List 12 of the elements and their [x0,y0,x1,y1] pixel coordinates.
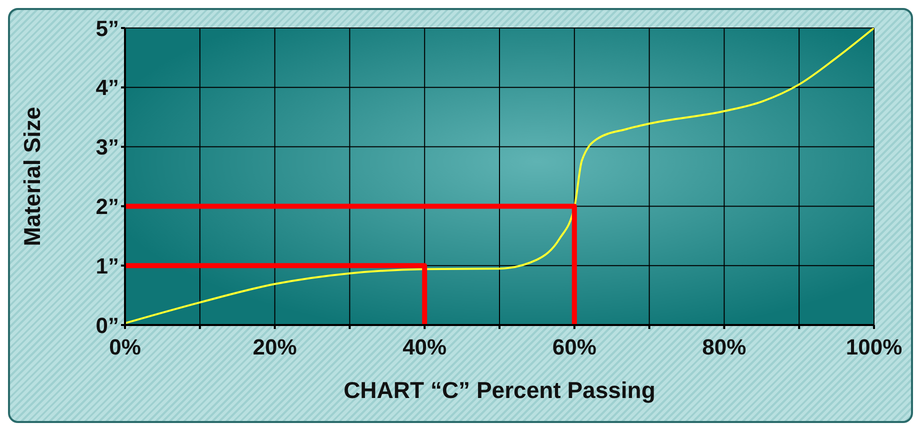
x-tick-label: 20% [252,334,297,360]
x-tick-label: 80% [702,334,746,360]
x-axis-title: CHART “C” Percent Passing [344,377,656,403]
y-tick-label: 3” [96,134,119,160]
x-tick-label: 100% [846,334,902,360]
y-tick-label: 1” [96,253,119,278]
y-axis-title: Material Size [19,106,46,246]
x-tick-label: 40% [402,334,447,360]
y-tick-label: 5” [96,16,119,41]
y-tick-label: 4” [96,75,119,100]
x-tick-label: 60% [552,334,596,360]
y-tick-label: 2” [96,194,119,220]
